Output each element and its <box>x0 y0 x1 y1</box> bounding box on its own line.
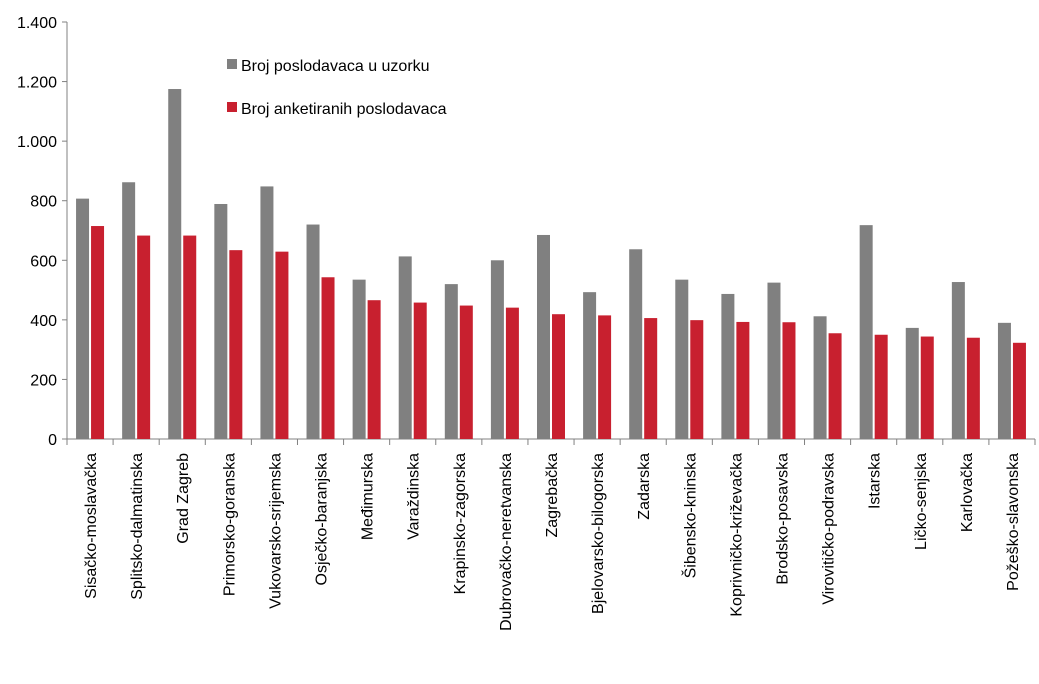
bar-sample <box>951 282 965 439</box>
bar-surveyed <box>137 235 151 439</box>
bar-surveyed <box>1012 342 1026 439</box>
bar-surveyed <box>736 321 750 439</box>
bars <box>76 89 1026 440</box>
x-tick-labels: Sisačko-moslavačka Splitsko-dalmatinska Gr… <box>83 453 1022 631</box>
x-tick-label: Karlovačka <box>959 453 976 532</box>
bar-surveyed <box>782 322 796 439</box>
bar-surveyed <box>91 226 105 439</box>
bar-surveyed <box>598 315 612 439</box>
y-tick-label: 1.400 <box>17 15 57 32</box>
x-tick-label: Zagrebačka <box>544 453 561 538</box>
y-tick-label: 0 <box>48 432 57 449</box>
bar-surveyed <box>552 314 565 439</box>
bar-surveyed <box>828 333 842 439</box>
y-tick-label: 800 <box>30 194 57 211</box>
x-tick-label: Istarska <box>867 453 884 509</box>
bar-surveyed <box>874 334 888 439</box>
legend-swatch-sample <box>227 59 237 69</box>
bar-surveyed <box>644 318 658 439</box>
x-tick-label: Krapinsko-zagorska <box>452 453 469 595</box>
x-tick-label: Vukovarsko-srijemska <box>267 453 284 609</box>
y-tick-label: 1.200 <box>17 75 57 92</box>
bar-sample <box>675 279 689 439</box>
x-tick-label: Zadarska <box>636 453 653 520</box>
x-tick-label: Ličko-senjska <box>913 453 930 550</box>
bar-sample <box>398 256 412 439</box>
x-tick-label: Sisačko-moslavačka <box>83 453 100 599</box>
legend: Broj poslodavaca u uzorku Broj anketiran… <box>227 58 447 118</box>
bar-sample <box>813 316 827 439</box>
bar-surveyed <box>459 305 473 439</box>
bar-surveyed <box>183 235 197 439</box>
bar-sample <box>905 327 919 439</box>
x-tick-label: Dubrovačko-neretvanska <box>498 453 515 631</box>
x-tick-label: Osječko-baranjska <box>314 453 331 586</box>
bar-surveyed <box>275 251 289 439</box>
bar-surveyed <box>321 277 335 439</box>
y-tick-labels: 0 200 400 600 800 1.000 1.200 1.400 <box>17 15 57 449</box>
bar-surveyed <box>505 307 519 439</box>
legend-swatch-surveyed <box>227 102 237 112</box>
bar-surveyed <box>367 300 381 439</box>
bar-surveyed <box>966 337 980 439</box>
bar-sample <box>721 293 735 439</box>
bar-surveyed <box>413 302 427 439</box>
bar-sample <box>767 282 781 439</box>
bar-surveyed <box>229 250 243 439</box>
x-tick-label: Šibensko-kninska <box>680 453 699 579</box>
y-tick-label: 600 <box>30 253 57 270</box>
x-tick-label: Bjelovarsko-bilogorska <box>590 453 607 614</box>
bar-sample <box>122 182 136 440</box>
bar-sample <box>537 234 550 439</box>
bar-sample <box>444 284 458 439</box>
bar-sample <box>168 89 182 440</box>
x-tick-label: Koprivničko-križevačka <box>728 453 745 617</box>
bar-sample <box>997 322 1011 439</box>
bar-surveyed <box>920 336 934 439</box>
x-tick-label: Splitsko-dalmatinska <box>129 453 146 600</box>
legend-label-surveyed: Broj anketiranih poslodavaca <box>241 101 447 118</box>
x-tick-label: Grad Zagreb <box>175 453 192 544</box>
legend-label-sample: Broj poslodavaca u uzorku <box>241 58 430 75</box>
bar-surveyed <box>690 320 704 439</box>
bar-sample <box>352 279 366 439</box>
x-tick-label: Brodsko-posavska <box>774 453 791 585</box>
x-tick-label: Požeško-slavonska <box>1005 453 1022 591</box>
bar-sample <box>260 186 274 439</box>
axes <box>62 21 1036 445</box>
bar-sample <box>490 260 504 439</box>
x-tick-label: Varaždinska <box>406 453 423 540</box>
y-tick-label: 1.000 <box>17 134 57 151</box>
x-tick-label: Virovitičko-podravska <box>821 453 838 605</box>
y-tick-label: 400 <box>30 313 57 330</box>
x-tick-label: Međimurska <box>360 453 377 540</box>
x-tick-label: Primorsko-goranska <box>221 453 238 596</box>
y-tick-label: 200 <box>30 372 57 389</box>
bar-sample <box>629 249 643 439</box>
bar-sample <box>76 198 90 439</box>
bar-sample <box>859 225 873 439</box>
bar-sample <box>583 292 597 439</box>
bar-sample <box>214 203 228 439</box>
bar-sample <box>306 224 320 439</box>
